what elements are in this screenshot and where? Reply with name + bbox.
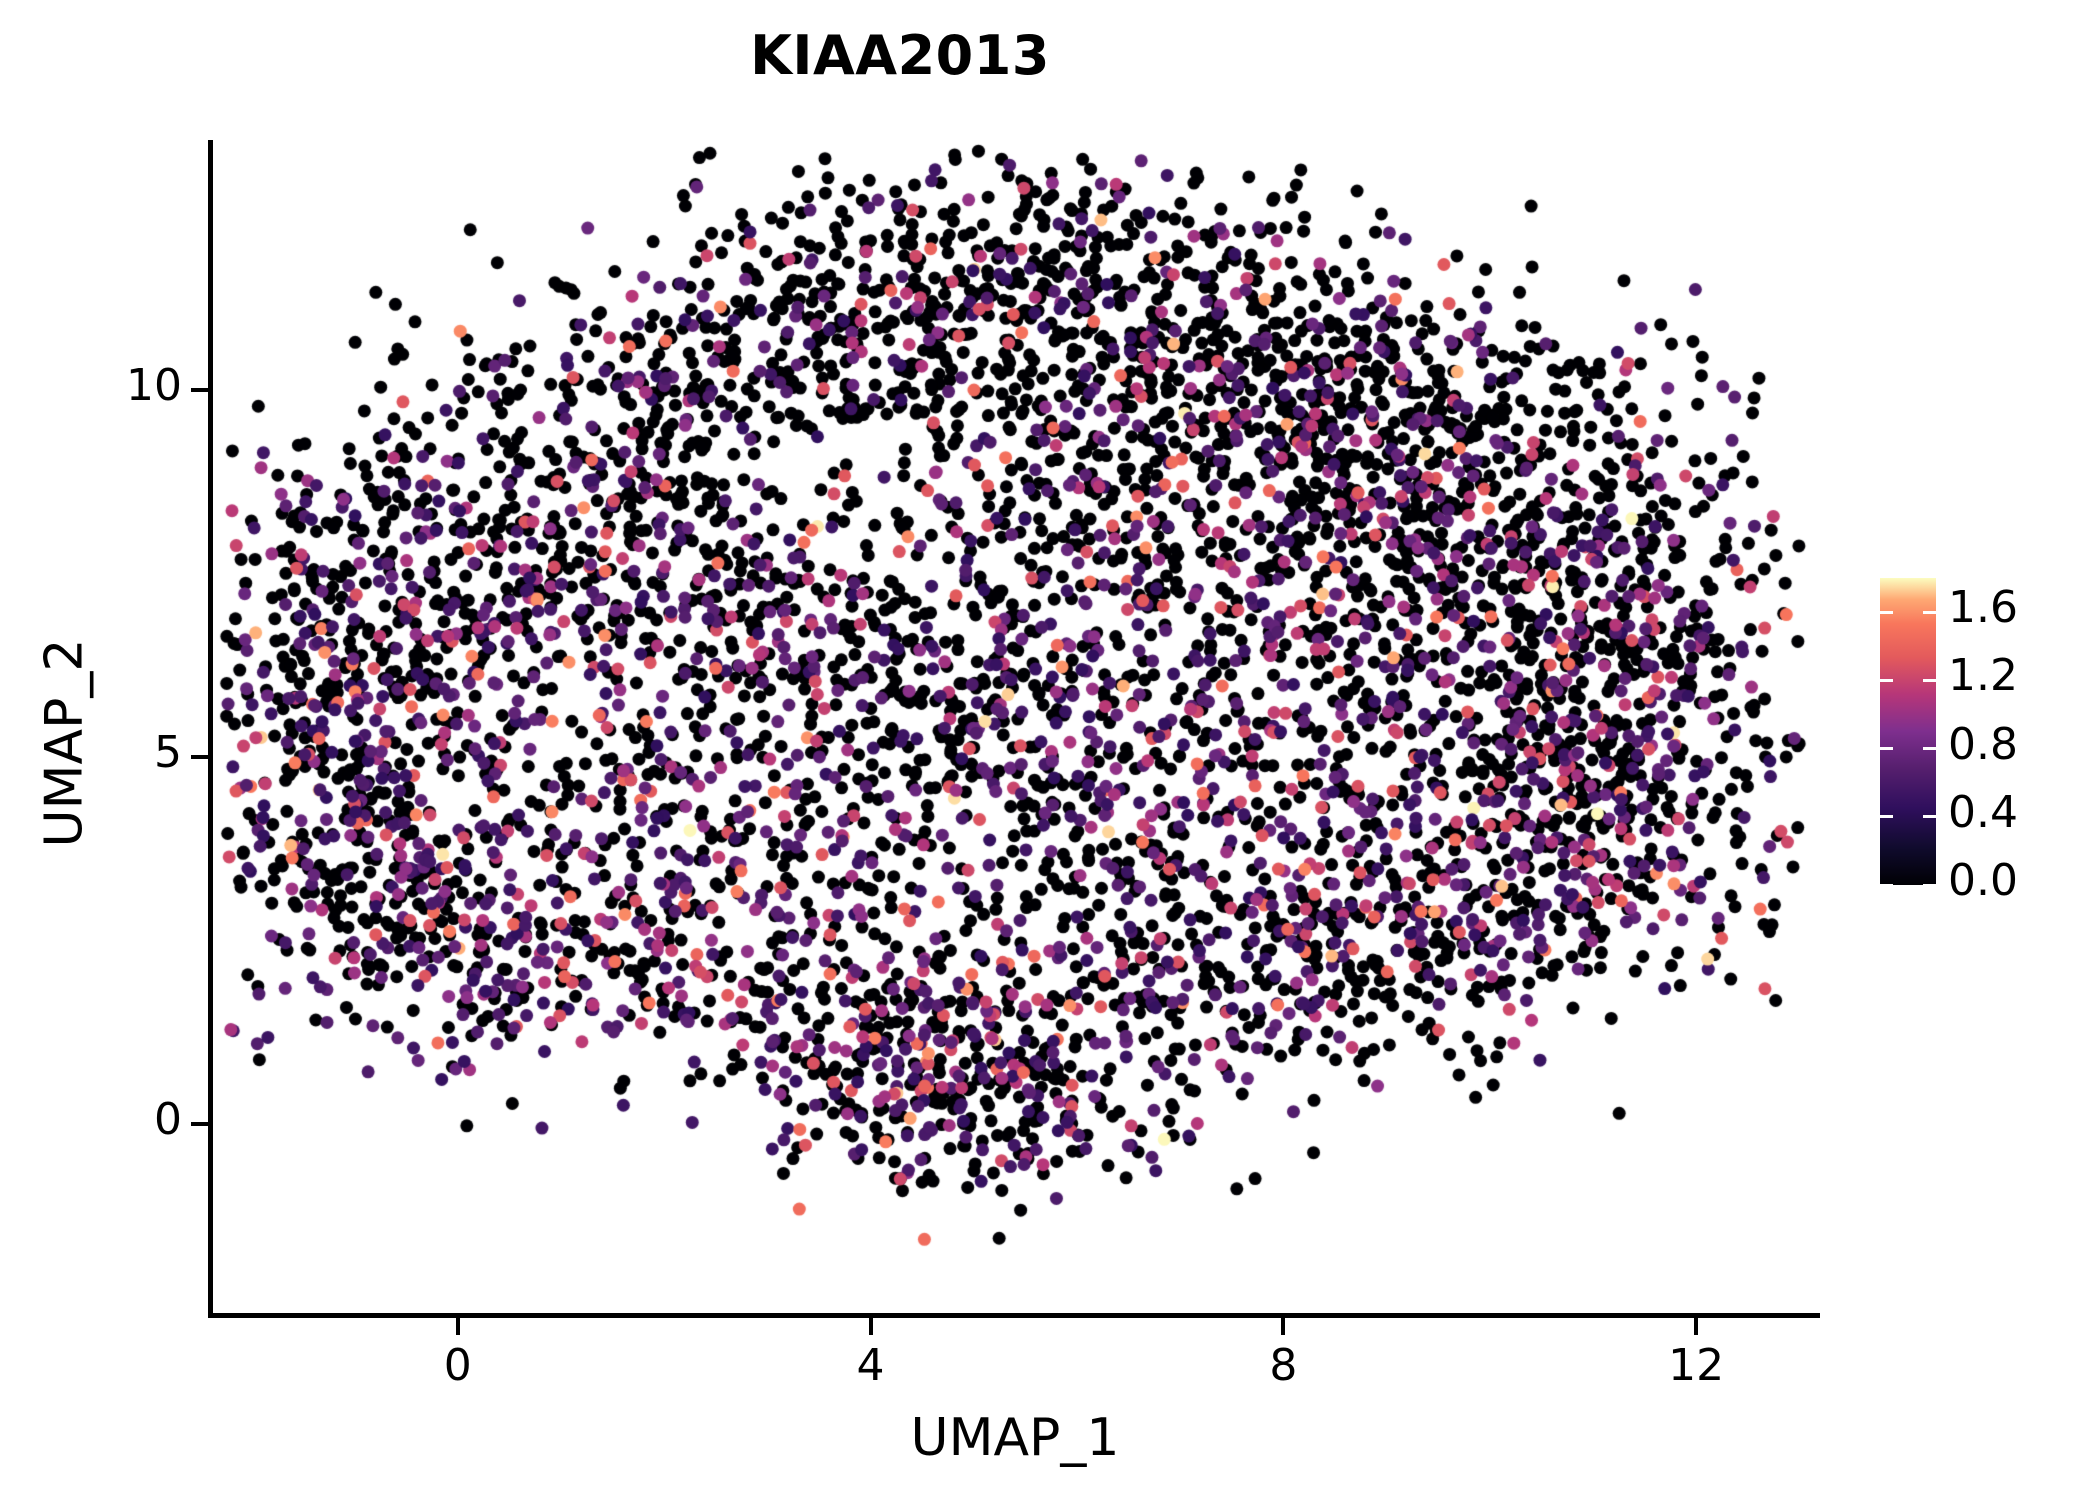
colorbar-tick-label: 1.6 xyxy=(1948,582,2018,634)
y-tick-mark xyxy=(191,1122,208,1127)
y-tick-mark xyxy=(191,754,208,759)
x-tick-mark xyxy=(455,1318,460,1335)
colorbar-tick-mark xyxy=(1923,883,1936,887)
y-tick-label: 10 xyxy=(126,359,182,411)
colorbar-tick-label: 0.8 xyxy=(1948,718,2018,770)
y-tick-mark xyxy=(191,387,208,392)
colorbar-tick-mark xyxy=(1880,678,1893,682)
x-tick-mark xyxy=(1281,1318,1286,1335)
chart-title: KIAA2013 xyxy=(750,24,1050,87)
x-tick-label: 8 xyxy=(1269,1340,1298,1391)
colorbar-tick-label: 0.4 xyxy=(1948,786,2018,838)
y-axis-label: UMAP_2 xyxy=(34,638,95,848)
colorbar xyxy=(1880,578,1936,887)
colorbar-tick-mark xyxy=(1880,747,1893,751)
x-tick-label: 0 xyxy=(443,1340,472,1391)
colorbar-tick-mark xyxy=(1880,815,1893,819)
colorbar-tick-mark xyxy=(1923,678,1936,682)
scatter-points-canvas xyxy=(210,140,1820,1315)
x-tick-label: 4 xyxy=(856,1340,885,1391)
x-tick-mark xyxy=(1694,1318,1699,1335)
colorbar-gradient xyxy=(1880,578,1936,885)
colorbar-tick-mark xyxy=(1923,610,1936,614)
colorbar-tick-mark xyxy=(1923,815,1936,819)
colorbar-tick-label: 1.2 xyxy=(1948,650,2018,702)
x-tick-label: 12 xyxy=(1668,1340,1725,1391)
y-tick-label: 0 xyxy=(154,1094,182,1146)
colorbar-tick-mark xyxy=(1923,747,1936,751)
y-axis-spine xyxy=(208,140,213,1318)
colorbar-tick-mark xyxy=(1880,883,1893,887)
x-axis-label: UMAP_1 xyxy=(910,1408,1120,1468)
y-tick-label: 5 xyxy=(154,726,182,778)
scatter-plot-area[interactable] xyxy=(210,140,1820,1315)
x-tick-mark xyxy=(868,1318,873,1335)
colorbar-tick-mark xyxy=(1880,610,1893,614)
x-axis-spine xyxy=(208,1313,1820,1318)
colorbar-tick-label: 0.0 xyxy=(1948,855,2018,906)
